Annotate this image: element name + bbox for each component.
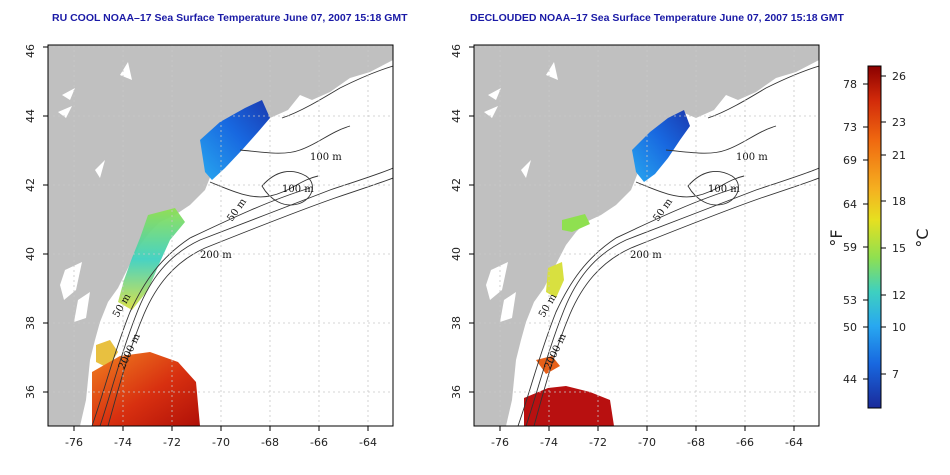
sst-coastal-warm (96, 340, 118, 368)
y-tick-label: 44 (24, 109, 37, 123)
sst-shelf (562, 214, 590, 232)
x-tick-label: -70 (638, 436, 656, 449)
y-tick-label: 42 (24, 178, 37, 192)
sst-shelf (546, 262, 564, 298)
y-tick-label: 40 (450, 247, 463, 261)
contour-label: 200 m (630, 250, 662, 261)
x-tick-label: -74 (540, 436, 558, 449)
fahrenheit-unit-label: °F (827, 229, 846, 246)
map-panel-left: 100 m 100 m 50 m 200 m 50 m 2000 m -76 -… (24, 44, 394, 449)
contour-label: 100 m (736, 152, 768, 163)
contour-label: 100 m (708, 184, 740, 195)
lake (58, 62, 132, 178)
fahrenheit-label: 64 (843, 198, 857, 211)
x-tick-label: -72 (589, 436, 607, 449)
x-tick-label: -66 (736, 436, 754, 449)
map-title-left: RU COOL NOAA–17 Sea Surface Temperature … (52, 12, 408, 24)
fahrenheit-label: 78 (843, 78, 857, 91)
y-tick-label: 44 (450, 109, 463, 123)
fahrenheit-label: 44 (843, 373, 857, 386)
map-panel-right: 100 m 100 m 50 m 200 m 50 m 2000 m -76 -… (450, 44, 820, 449)
y-tick-label: 38 (450, 316, 463, 330)
fahrenheit-label: 69 (843, 154, 857, 167)
x-tick-label: -76 (491, 436, 509, 449)
y-tick-label: 40 (24, 247, 37, 261)
x-tick-label: -70 (212, 436, 230, 449)
y-tick-label: 36 (450, 385, 463, 399)
x-tick-label: -64 (359, 436, 377, 449)
graticule (48, 45, 393, 426)
sst-gulf-stream (92, 352, 200, 426)
sst-gulf-of-maine (632, 110, 690, 182)
land-mass (48, 45, 393, 426)
y-tick-label: 38 (24, 316, 37, 330)
bay (486, 262, 516, 322)
contour-label: 100 m (310, 152, 342, 163)
y-tick-label: 46 (450, 44, 463, 58)
sst-gulf-of-maine (200, 100, 270, 180)
sst-gulf-stream (524, 386, 614, 426)
celsius-label: 23 (892, 116, 906, 129)
y-tick-label: 42 (450, 178, 463, 192)
x-tick-label: -68 (687, 436, 705, 449)
contour-label: 100 m (282, 184, 314, 195)
bay (60, 262, 90, 322)
x-tick-label: -64 (785, 436, 803, 449)
celsius-label: 15 (892, 242, 906, 255)
lake (484, 62, 558, 178)
fahrenheit-label: 59 (843, 241, 857, 254)
land-mass (474, 45, 819, 426)
x-tick-label: -66 (310, 436, 328, 449)
celsius-label: 18 (892, 195, 906, 208)
temperature-colorbar: 78 73 69 64 59 53 50 44 26 23 21 18 15 1… (827, 65, 932, 409)
celsius-label: 21 (892, 149, 906, 162)
y-tick-label: 36 (24, 385, 37, 399)
graticule (474, 45, 819, 426)
fahrenheit-label: 73 (843, 121, 857, 134)
x-tick-label: -76 (65, 436, 83, 449)
sst-shelf (118, 208, 185, 310)
fahrenheit-label: 53 (843, 294, 857, 307)
x-tick-label: -74 (114, 436, 132, 449)
celsius-label: 7 (892, 368, 899, 381)
x-tick-label: -72 (163, 436, 181, 449)
y-tick-label: 46 (24, 44, 37, 58)
celsius-label: 26 (892, 70, 906, 83)
x-tick-label: -68 (261, 436, 279, 449)
sst-coastal-warm (536, 356, 560, 374)
celsius-label: 10 (892, 321, 906, 334)
contour-label: 200 m (200, 250, 232, 261)
celsius-unit-label: °C (913, 228, 932, 247)
fahrenheit-label: 50 (843, 321, 857, 334)
celsius-label: 12 (892, 289, 906, 302)
map-title-right: DECLOUDED NOAA–17 Sea Surface Temperatur… (470, 12, 844, 24)
colorbar-gradient (867, 65, 882, 409)
